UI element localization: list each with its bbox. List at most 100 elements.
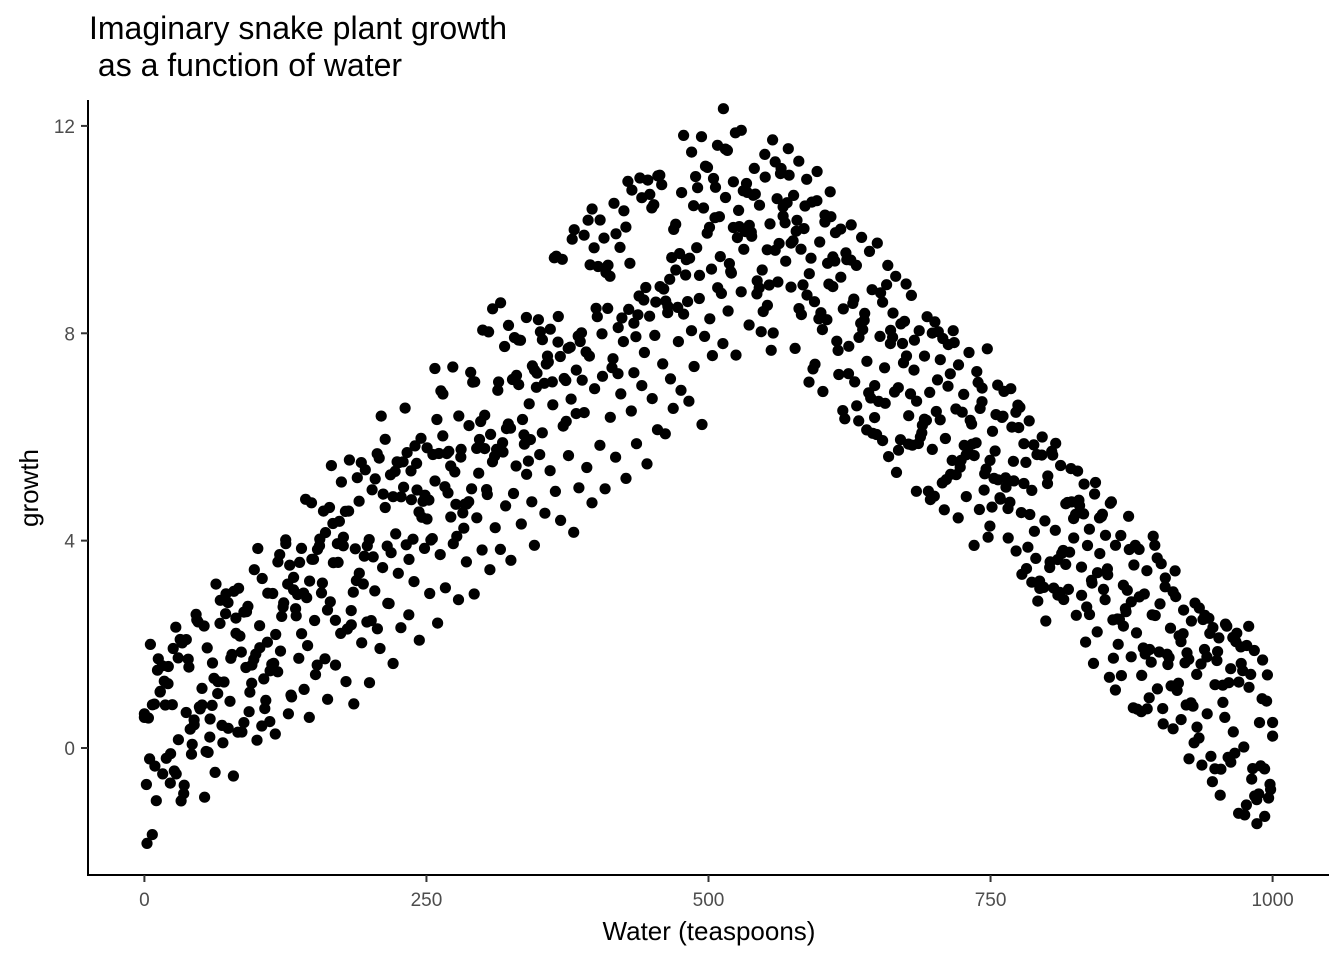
data-point <box>1163 652 1175 664</box>
data-point <box>555 514 567 527</box>
data-point <box>767 134 779 146</box>
data-point <box>861 355 873 367</box>
data-point <box>773 237 785 250</box>
data-point <box>359 464 371 476</box>
data-point <box>166 699 178 711</box>
data-point <box>1055 459 1067 472</box>
data-point <box>1130 627 1143 639</box>
data-point <box>290 603 302 615</box>
data-point <box>148 698 160 710</box>
data-point <box>607 353 619 365</box>
data-point <box>986 425 999 437</box>
data-point <box>890 466 903 478</box>
data-point <box>1072 465 1084 477</box>
data-point <box>242 600 254 613</box>
data-point <box>1042 470 1054 482</box>
data-point <box>353 567 365 579</box>
data-point <box>468 588 480 600</box>
data-point <box>463 496 475 508</box>
data-point <box>492 384 504 396</box>
data-point <box>339 505 351 517</box>
data-point <box>1159 581 1171 593</box>
data-point <box>981 343 993 355</box>
data-point <box>616 312 628 324</box>
data-point <box>206 699 218 712</box>
data-point <box>374 642 386 655</box>
data-point <box>1191 721 1203 733</box>
data-point <box>984 454 996 466</box>
data-point <box>304 575 316 587</box>
data-point <box>445 511 457 523</box>
data-point <box>1023 415 1035 427</box>
data-point <box>678 129 690 141</box>
data-point <box>808 296 821 308</box>
data-point <box>1227 726 1239 738</box>
data-point <box>510 369 523 381</box>
data-point <box>934 354 946 366</box>
data-point <box>578 229 590 241</box>
data-point <box>280 534 292 546</box>
data-point <box>431 413 443 426</box>
data-point <box>781 197 793 209</box>
data-point <box>515 518 527 530</box>
data-point <box>1257 654 1269 666</box>
y-tick-label: 0 <box>64 739 75 760</box>
data-point <box>693 269 706 281</box>
data-point <box>439 582 451 594</box>
data-point <box>238 717 250 729</box>
data-point <box>890 270 902 282</box>
data-point <box>276 610 288 623</box>
data-point <box>842 368 855 380</box>
x-axis-ticks: 0 250 500 750 1000 <box>139 875 1294 911</box>
data-point <box>835 271 847 283</box>
data-point <box>1083 523 1095 535</box>
data-point <box>522 455 535 467</box>
data-point <box>660 295 672 307</box>
data-point <box>558 372 570 385</box>
data-point <box>397 456 409 468</box>
data-point <box>220 608 232 620</box>
data-point <box>1030 552 1042 565</box>
data-point <box>994 492 1006 504</box>
data-point <box>536 334 549 346</box>
data-point <box>650 296 662 308</box>
data-point <box>144 638 156 651</box>
data-point <box>1080 636 1092 648</box>
data-point <box>615 388 627 400</box>
data-point <box>405 494 417 506</box>
data-point <box>641 458 653 470</box>
data-point <box>693 292 705 305</box>
data-point <box>1006 421 1018 433</box>
data-point <box>244 686 256 698</box>
data-point <box>833 368 845 381</box>
data-point <box>910 485 923 497</box>
data-point <box>787 235 799 247</box>
data-point <box>447 361 459 373</box>
data-point <box>449 466 461 478</box>
data-point <box>928 490 940 502</box>
data-point <box>780 255 792 267</box>
data-point <box>568 224 580 236</box>
data-point <box>562 450 575 462</box>
data-point <box>403 553 415 566</box>
data-point <box>1155 558 1167 570</box>
data-point <box>628 367 640 379</box>
data-point <box>565 393 577 405</box>
data-point <box>670 264 682 276</box>
data-point <box>989 445 1001 457</box>
data-point <box>303 711 315 724</box>
data-point <box>1212 646 1224 658</box>
data-point <box>1229 747 1241 759</box>
data-point <box>771 193 783 205</box>
data-point <box>908 364 920 376</box>
data-point <box>874 330 886 342</box>
data-point <box>345 605 357 617</box>
data-point <box>791 214 803 226</box>
data-point <box>347 586 359 598</box>
data-point <box>353 495 365 507</box>
data-point <box>992 474 1004 486</box>
data-point <box>1177 628 1189 640</box>
data-point <box>1016 568 1028 580</box>
chart-title: Imaginary snake plant growth as a functi… <box>89 10 507 83</box>
